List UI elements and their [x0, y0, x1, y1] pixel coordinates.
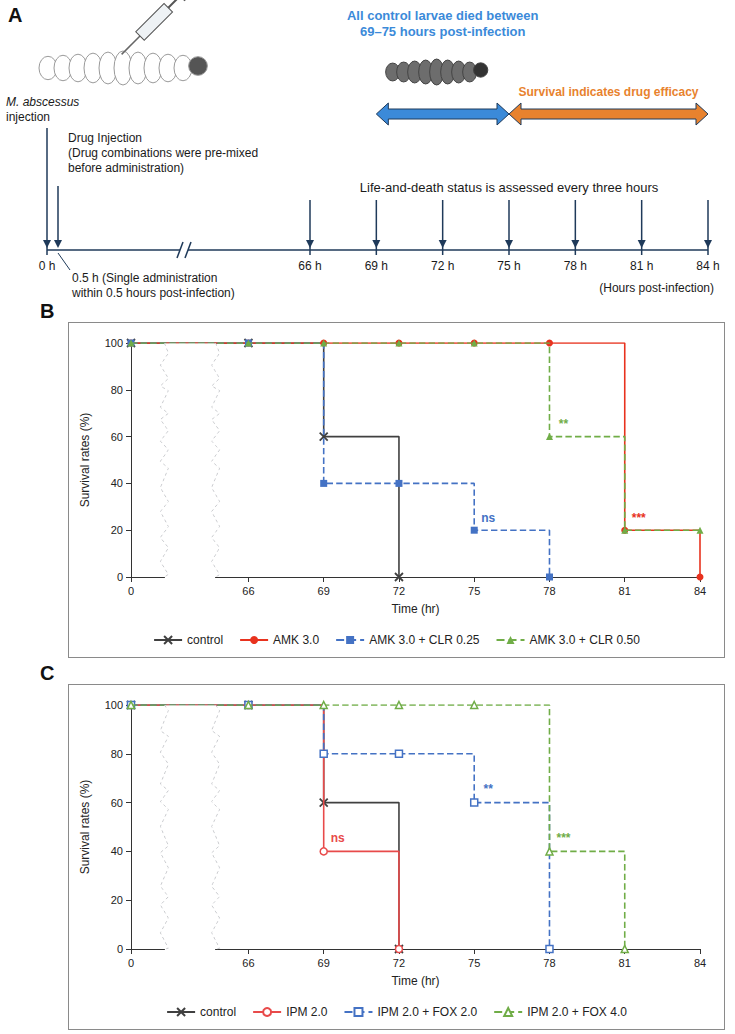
svg-text:M. abscessus: M. abscessus: [6, 95, 79, 109]
svg-text:78 h: 78 h: [564, 259, 587, 273]
svg-text:72 h: 72 h: [431, 259, 454, 273]
svg-text:66 h: 66 h: [298, 259, 321, 273]
svg-text:ns: ns: [331, 831, 345, 845]
svg-text:Survival rates (%): Survival rates (%): [78, 413, 92, 508]
svg-text:81: 81: [619, 585, 631, 597]
svg-text:60: 60: [111, 797, 123, 809]
svg-text:IPM 2.0 + FOX 4.0: IPM 2.0 + FOX 4.0: [527, 1005, 627, 1019]
svg-text:(Hours post-infection): (Hours post-infection): [599, 281, 714, 295]
svg-text:(Drug combinations were pre-mi: (Drug combinations were pre-mixed: [68, 146, 258, 160]
svg-text:60: 60: [111, 431, 123, 443]
svg-text:control: control: [200, 1005, 236, 1019]
svg-text:0: 0: [117, 571, 123, 583]
svg-text:69: 69: [318, 957, 330, 969]
svg-text:**: **: [559, 417, 569, 431]
svg-text:IPM 2.0 + FOX 2.0: IPM 2.0 + FOX 2.0: [377, 1005, 477, 1019]
svg-text:78: 78: [543, 585, 555, 597]
svg-text:20: 20: [111, 524, 123, 536]
html-text:B: B: [40, 300, 55, 322]
svg-text:All control larvae died betwee: All control larvae died between: [347, 8, 538, 23]
svg-text:**: **: [484, 782, 494, 796]
svg-text:40: 40: [111, 845, 123, 857]
svg-text:69–75 hours post-infection: 69–75 hours post-infection: [360, 24, 525, 39]
svg-text:75: 75: [468, 957, 480, 969]
svg-text:80: 80: [111, 384, 123, 396]
svg-text:***: ***: [556, 831, 570, 845]
svg-text:81: 81: [619, 957, 631, 969]
svg-text:69 h: 69 h: [365, 259, 388, 273]
svg-text:84: 84: [694, 585, 706, 597]
svg-text:75: 75: [468, 585, 480, 597]
svg-text:75 h: 75 h: [497, 259, 520, 273]
svg-text:0.5 h (Single administration: 0.5 h (Single administration: [72, 271, 217, 285]
svg-text:within 0.5 hours post-infectio: within 0.5 hours post-infection): [71, 286, 235, 300]
svg-text:72: 72: [393, 957, 405, 969]
svg-text:Time (hr): Time (hr): [391, 974, 439, 988]
svg-text:Survival indicates drug effica: Survival indicates drug efficacy: [518, 85, 698, 99]
svg-text:Drug Injection: Drug Injection: [68, 131, 142, 145]
svg-text:***: ***: [632, 511, 646, 525]
svg-text:80: 80: [111, 748, 123, 760]
svg-text:ns: ns: [481, 511, 495, 525]
svg-text:0 h: 0 h: [39, 259, 56, 273]
svg-text:AMK 3.0 + CLR 0.25: AMK 3.0 + CLR 0.25: [369, 633, 480, 647]
svg-text:0: 0: [128, 957, 134, 969]
svg-text:control: control: [187, 633, 223, 647]
svg-text:100: 100: [105, 699, 123, 711]
svg-text:0: 0: [117, 943, 123, 955]
svg-text:injection: injection: [6, 110, 50, 124]
svg-text:66: 66: [242, 957, 254, 969]
svg-text:A: A: [8, 4, 22, 26]
svg-text:AMK 3.0: AMK 3.0: [273, 633, 319, 647]
svg-text:Life-and-death status is asses: Life-and-death status is assessed every …: [360, 180, 659, 195]
html-text:C: C: [40, 662, 55, 684]
svg-text:66: 66: [242, 585, 254, 597]
svg-text:before administration): before administration): [68, 161, 184, 175]
svg-text:100: 100: [105, 337, 123, 349]
svg-text:Survival rates (%): Survival rates (%): [78, 780, 92, 875]
svg-text:40: 40: [111, 477, 123, 489]
svg-text:IPM 2.0: IPM 2.0: [286, 1005, 328, 1019]
svg-text:AMK 3.0 + CLR 0.50: AMK 3.0 + CLR 0.50: [530, 633, 641, 647]
svg-text:20: 20: [111, 894, 123, 906]
svg-text:Time (hr): Time (hr): [391, 602, 439, 616]
svg-text:0: 0: [128, 585, 134, 597]
svg-text:78: 78: [543, 957, 555, 969]
svg-text:81 h: 81 h: [630, 259, 653, 273]
svg-text:84: 84: [694, 957, 706, 969]
svg-text:72: 72: [393, 585, 405, 597]
svg-text:69: 69: [318, 585, 330, 597]
svg-text:84 h: 84 h: [696, 259, 719, 273]
